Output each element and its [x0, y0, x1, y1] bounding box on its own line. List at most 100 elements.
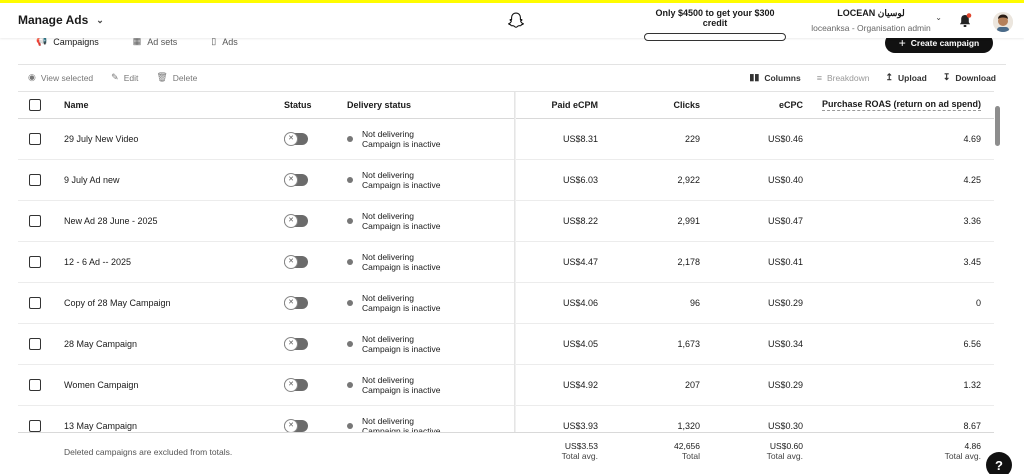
- row-checkbox[interactable]: [29, 420, 41, 432]
- close-icon: ✕: [284, 214, 298, 228]
- roas-value: 1.32: [963, 380, 981, 390]
- row-checkbox[interactable]: [29, 379, 41, 391]
- delete-button[interactable]: 🗑 Delete: [156, 72, 197, 83]
- create-campaign-button[interactable]: + Create campaign: [885, 33, 993, 53]
- column-header-name[interactable]: Name: [64, 100, 89, 110]
- chevron-down-icon: ⌄: [935, 13, 942, 22]
- close-icon: ✕: [284, 132, 298, 146]
- tab-campaigns[interactable]: 📢 Campaigns: [36, 36, 99, 47]
- row-checkbox[interactable]: [29, 215, 41, 227]
- status-dot-icon: [347, 177, 353, 183]
- help-button[interactable]: ?: [986, 452, 1012, 474]
- delivery-status-text: Not delivering: [362, 129, 414, 139]
- credit-progress-bar: [644, 33, 786, 41]
- totals-note: Deleted campaigns are excluded from tota…: [64, 447, 233, 457]
- campaign-name[interactable]: 29 July New Video: [64, 134, 139, 144]
- campaign-name[interactable]: New Ad 28 June - 2025: [64, 216, 158, 226]
- total-ecpc: US$0.60 Total avg.: [718, 441, 803, 461]
- column-header-ecpm[interactable]: Paid eCPM: [551, 100, 598, 110]
- table-header: Name Status Delivery status Paid eCPM Cl…: [18, 92, 994, 119]
- clicks-value: 229: [684, 134, 700, 144]
- status-toggle[interactable]: ✕: [284, 132, 308, 146]
- delivery-status-subtext: Campaign is inactive: [362, 385, 441, 395]
- breakdown-button[interactable]: ≡ Breakdown: [817, 72, 870, 83]
- notification-bell-icon[interactable]: [958, 13, 972, 29]
- table-row[interactable]: 9 July Ad new ✕ Not delivering Campaign is …: [18, 160, 994, 201]
- ecpm-value: US$6.03: [562, 175, 598, 185]
- table-row[interactable]: 28 May Campaign ✕ Not delivering Campaign i…: [18, 324, 994, 365]
- roas-value: 6.56: [963, 339, 981, 349]
- total-ecpm-label: Total avg.: [561, 451, 598, 461]
- delivery-status-text: Not delivering: [362, 252, 414, 262]
- status-toggle[interactable]: ✕: [284, 255, 308, 269]
- total-roas-label: Total avg.: [944, 451, 981, 461]
- snapchat-ghost-icon[interactable]: [506, 11, 526, 31]
- upload-icon: ↥: [885, 72, 894, 82]
- ecpc-value: US$0.41: [767, 257, 803, 267]
- table-row[interactable]: Women Campaign ✕ Not delivering Campaign is…: [18, 365, 994, 406]
- total-clicks-value: 42,656: [674, 441, 700, 451]
- clicks-value: 96: [689, 298, 700, 308]
- download-icon: ↧: [942, 72, 951, 82]
- row-checkbox[interactable]: [29, 297, 41, 309]
- campaign-name[interactable]: Copy of 28 May Campaign: [64, 298, 171, 308]
- toolbar-left: ◉ View selected ✎ Edit 🗑 Delete: [28, 72, 197, 83]
- ecpm-value: US$4.06: [562, 298, 598, 308]
- row-checkbox[interactable]: [29, 338, 41, 350]
- close-icon: ✕: [284, 419, 298, 433]
- campaign-name[interactable]: 9 July Ad new: [64, 175, 120, 185]
- ecpc-value: US$0.29: [767, 298, 803, 308]
- column-header-clicks[interactable]: Clicks: [673, 100, 700, 110]
- campaign-name[interactable]: 12 - 6 Ad -- 2025: [64, 257, 132, 267]
- manage-ads-menu[interactable]: Manage Ads ⌄: [18, 13, 104, 27]
- download-button[interactable]: ↧ Download: [943, 72, 996, 83]
- tab-ad-sets[interactable]: ▦ Ad sets: [133, 36, 178, 47]
- status-toggle[interactable]: ✕: [284, 378, 308, 392]
- status-dot-icon: [347, 300, 353, 306]
- delivery-status-text: Not delivering: [362, 211, 414, 221]
- tab-ads[interactable]: ▯ Ads: [211, 36, 237, 47]
- close-icon: ✕: [284, 255, 298, 269]
- status-toggle[interactable]: ✕: [284, 296, 308, 310]
- delivery-status-subtext: Campaign is inactive: [362, 303, 441, 313]
- toolbar-right: ▮▮ Columns ≡ Breakdown ↥ Upload ↧ Downlo…: [749, 72, 996, 83]
- user-avatar[interactable]: [993, 12, 1013, 32]
- status-toggle[interactable]: ✕: [284, 419, 308, 433]
- select-all-checkbox[interactable]: [29, 99, 41, 111]
- columns-button[interactable]: ▮▮ Columns: [749, 72, 800, 83]
- credit-progress[interactable]: Only $4500 to get your $300 credit: [644, 8, 786, 41]
- edit-button[interactable]: ✎ Edit: [111, 72, 138, 83]
- column-header-delivery[interactable]: Delivery status: [347, 100, 412, 110]
- account-switcher[interactable]: LOCEAN لوسيان loceanksa - Organisation a…: [800, 8, 942, 33]
- upload-button[interactable]: ↥ Upload: [885, 72, 926, 83]
- campaign-name[interactable]: 28 May Campaign: [64, 339, 138, 349]
- vertical-scrollbar[interactable]: [995, 106, 1000, 146]
- delivery-status-text: Not delivering: [362, 170, 414, 180]
- ecpm-value: US$8.31: [562, 134, 598, 144]
- table-row[interactable]: 29 July New Video ✕ Not delivering Campaign…: [18, 119, 994, 160]
- campaign-name[interactable]: Women Campaign: [64, 380, 139, 390]
- status-toggle[interactable]: ✕: [284, 337, 308, 351]
- delivery-status: Not delivering Campaign is inactive: [347, 252, 440, 272]
- edit-label: Edit: [123, 72, 139, 83]
- table-row[interactable]: 12 - 6 Ad -- 2025 ✕ Not delivering Campaign…: [18, 242, 994, 283]
- campaign-name[interactable]: 13 May Campaign: [64, 421, 138, 431]
- eye-icon: ◉: [28, 72, 36, 82]
- row-checkbox[interactable]: [29, 256, 41, 268]
- view-selected-button[interactable]: ◉ View selected: [28, 72, 93, 83]
- view-selected-label: View selected: [40, 72, 94, 83]
- status-toggle[interactable]: ✕: [284, 173, 308, 187]
- row-checkbox[interactable]: [29, 133, 41, 145]
- table-row[interactable]: Copy of 28 May Campaign ✕ Not delivering Ca…: [18, 283, 994, 324]
- column-header-status[interactable]: Status: [284, 100, 312, 110]
- table-footer-totals: Deleted campaigns are excluded from tota…: [18, 432, 994, 469]
- status-toggle[interactable]: ✕: [284, 214, 308, 228]
- column-header-roas[interactable]: Purchase ROAS (return on ad spend): [821, 99, 981, 111]
- filter-lines-icon: ≡: [816, 72, 822, 83]
- column-header-ecpc[interactable]: eCPC: [778, 100, 803, 110]
- avatar-face-icon: [993, 12, 1013, 32]
- delivery-status-subtext: Campaign is inactive: [362, 221, 441, 231]
- table-row[interactable]: New Ad 28 June - 2025 ✕ Not delivering Camp…: [18, 201, 994, 242]
- clicks-value: 2,922: [677, 175, 700, 185]
- row-checkbox[interactable]: [29, 174, 41, 186]
